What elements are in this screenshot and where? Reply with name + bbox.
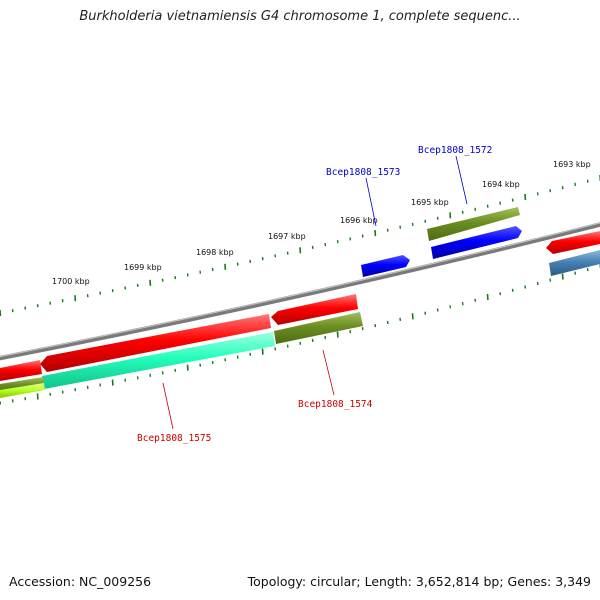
leader-line-1573 (365, 177, 377, 227)
accession-text: Accession: NC_009256 (9, 574, 152, 589)
topology-text: Topology: circular; Length: 3,652,814 bp… (247, 574, 591, 589)
kbp-label: 1693 kbp (553, 160, 591, 169)
map-title: Burkholderia vietnamiensis G4 chromosome… (79, 9, 521, 24)
gene-label-1574[interactable]: Bcep1808_1574 (298, 399, 373, 410)
aqua-feature-1575[interactable] (42, 332, 275, 389)
kbp-label: 1694 kbp (482, 180, 520, 189)
gene-label-1572[interactable]: Bcep1808_1572 (418, 145, 492, 156)
leader-line-1572 (455, 155, 468, 205)
leader-line-1574 (322, 349, 335, 396)
red-gene-1574[interactable] (271, 294, 358, 325)
kbp-label: 1700 kbp (52, 277, 90, 286)
leader-line-1575 (162, 382, 174, 430)
kbp-scale-labels: 1693 kbp 1694 kbp 1695 kbp 1696 kbp 1697… (52, 160, 591, 286)
outer-tick-ring (0, 175, 600, 317)
reverse-strand-features (0, 294, 363, 398)
kbp-label: 1699 kbp (124, 263, 162, 272)
steel-feature-right-edge[interactable] (549, 250, 600, 276)
gene-labels: Bcep1808_1572 Bcep1808_1573 Bcep1808_157… (137, 145, 492, 444)
kbp-label: 1695 kbp (411, 198, 449, 207)
kbp-label: 1697 kbp (268, 232, 306, 241)
olive-feature-1574[interactable] (274, 312, 363, 344)
inner-tick-ring (0, 264, 600, 405)
gene-label-1575[interactable]: Bcep1808_1575 (137, 433, 211, 444)
olive-feature-1572[interactable] (427, 207, 520, 241)
blue-gene-1573[interactable] (361, 255, 410, 277)
blue-gene-1572[interactable] (431, 226, 522, 259)
red-gene-right-edge[interactable] (546, 231, 600, 254)
kbp-label: 1696 kbp (340, 216, 378, 225)
chromosome-backbone (0, 222, 600, 361)
red-gene-left-edge[interactable] (0, 360, 42, 381)
forward-strand-features (361, 207, 600, 277)
gene-label-1573[interactable]: Bcep1808_1573 (326, 167, 400, 178)
kbp-label: 1698 kbp (196, 248, 234, 257)
lime-feature-left-edge[interactable] (0, 383, 45, 398)
red-gene-1575[interactable] (40, 314, 271, 372)
